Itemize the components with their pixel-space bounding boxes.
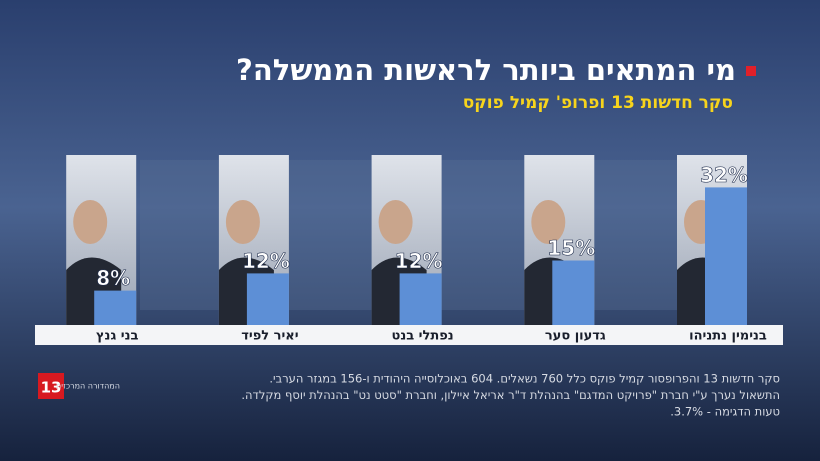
bar bbox=[94, 290, 137, 325]
value-label: 8% bbox=[96, 266, 130, 290]
logo-text: המהדורה המרכזית bbox=[56, 382, 120, 391]
chart-title: מי המתאים ביותר לראשות הממשלה? bbox=[236, 53, 736, 87]
note-line: סקר חדשות 13 והפרופסור קמיל פוקס כלל 760… bbox=[269, 372, 780, 386]
photo-head bbox=[531, 200, 566, 244]
title-bullet bbox=[746, 66, 756, 76]
photo-head bbox=[73, 200, 108, 244]
category-label: נפתלי בנט bbox=[391, 329, 453, 344]
note-line: טעות הדגימה - 3.7%. bbox=[670, 405, 780, 419]
bar bbox=[399, 273, 442, 325]
value-label: 32% bbox=[700, 163, 748, 187]
name-strip bbox=[35, 325, 783, 345]
chart-subtitle: סקר חדשות 13 ופרופ' קמיל פוקס bbox=[463, 93, 733, 113]
value-label: 12% bbox=[242, 249, 290, 273]
category-label: בנימין נתניהו bbox=[689, 329, 767, 344]
note-line: התשאול נערך ע"י חברת "פרויקט המדגם" בהנה… bbox=[241, 388, 780, 402]
bar bbox=[705, 187, 747, 325]
logo-box bbox=[38, 373, 64, 399]
bar bbox=[246, 273, 289, 325]
bar bbox=[552, 260, 595, 325]
photo-head bbox=[225, 200, 260, 244]
category-label: בני גנץ bbox=[96, 329, 139, 344]
value-label: 12% bbox=[395, 249, 443, 273]
category-label: גדעון סער bbox=[545, 329, 606, 344]
value-label: 15% bbox=[547, 236, 595, 260]
category-label: יאיר לפיד bbox=[241, 329, 298, 344]
logo-number: 13 bbox=[41, 379, 62, 397]
photo-head bbox=[378, 200, 413, 244]
